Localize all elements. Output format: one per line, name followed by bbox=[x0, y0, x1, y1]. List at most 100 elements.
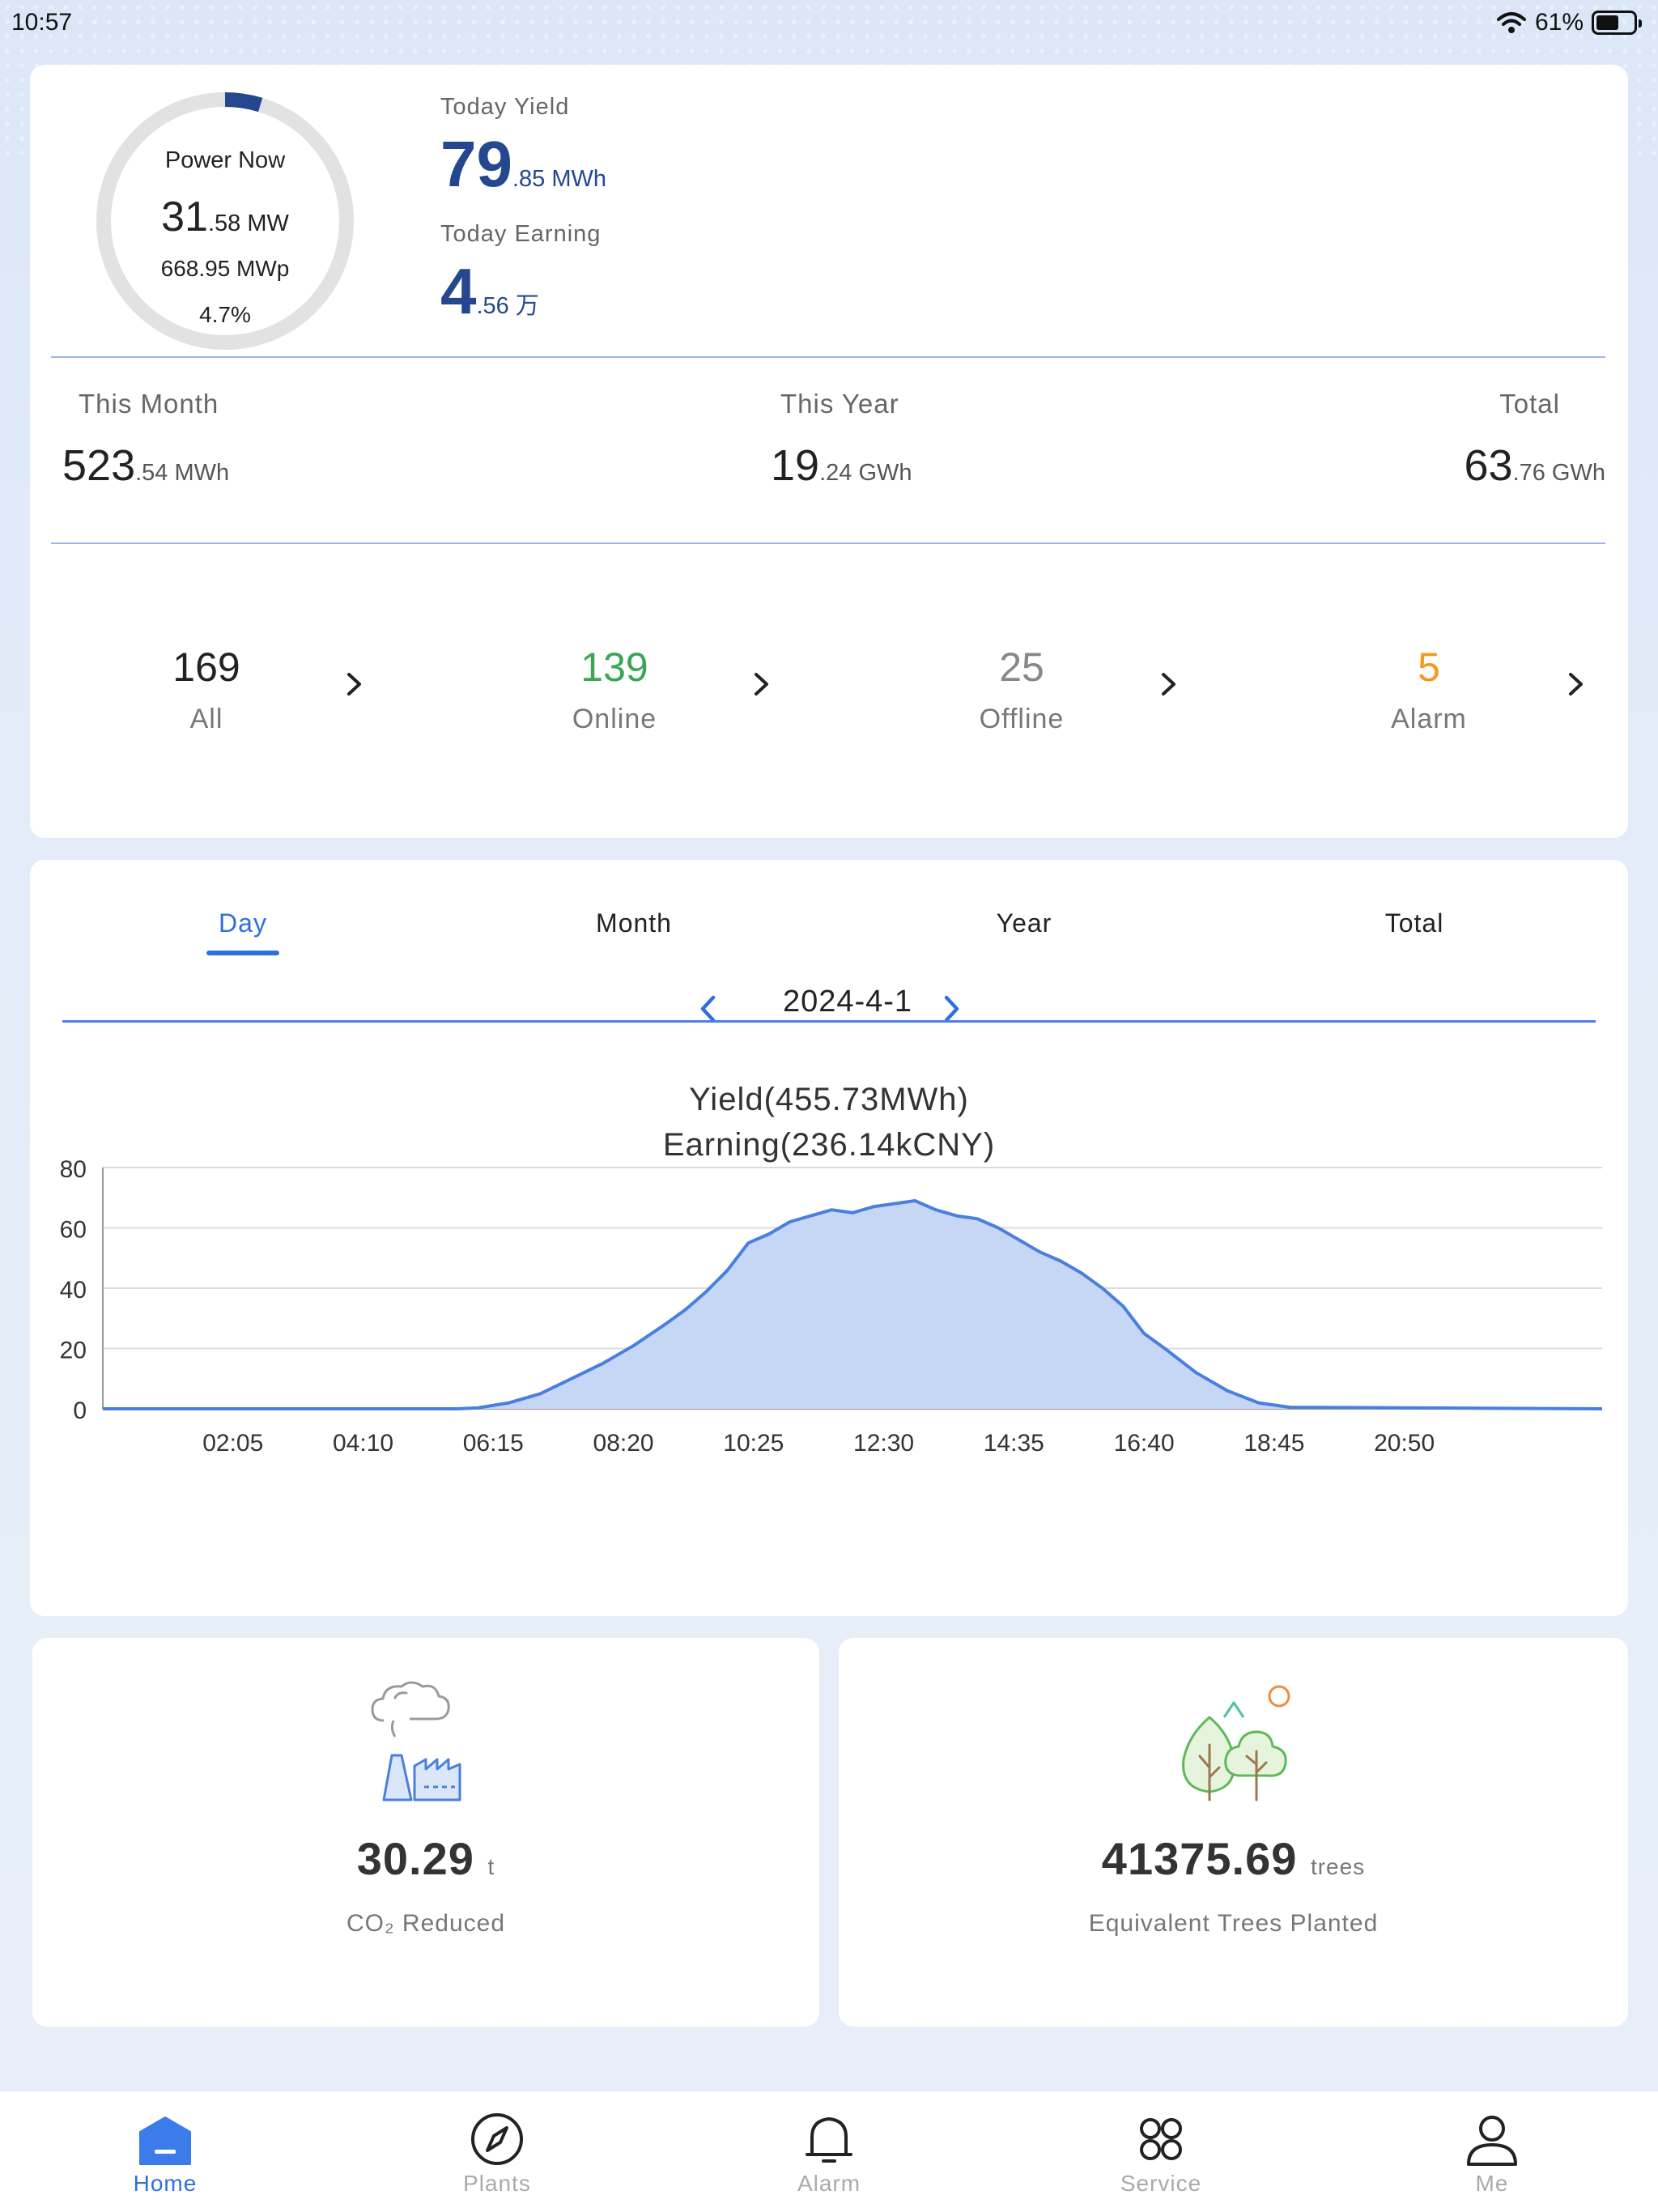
co2-value: 30.29 t bbox=[32, 1832, 819, 1885]
device-all-count: 169 bbox=[172, 644, 240, 690]
date-selector: 2024-4-1 bbox=[30, 973, 1628, 1038]
person-icon bbox=[1467, 2116, 1517, 2166]
device-offline[interactable]: 25 Offline bbox=[916, 644, 1127, 735]
device-all[interactable]: 169 All bbox=[101, 644, 312, 735]
chevron-right-icon[interactable] bbox=[1559, 668, 1592, 700]
x-tick-label: 18:45 bbox=[1244, 1430, 1304, 1457]
active-tab-indicator bbox=[206, 951, 279, 955]
x-tick-label: 14:35 bbox=[984, 1430, 1044, 1457]
tab-total[interactable]: Total bbox=[1384, 908, 1444, 938]
today-earning-label: Today Earning bbox=[440, 221, 602, 247]
factory-cloud-icon bbox=[371, 1681, 461, 1802]
total-value: 63.76 GWh bbox=[1464, 440, 1605, 491]
summary-divider-top bbox=[51, 356, 1605, 358]
power-now-label: Power Now bbox=[164, 147, 286, 173]
period-tabs: Day Month Year Total bbox=[30, 908, 1628, 949]
device-online-count: 139 bbox=[580, 644, 648, 690]
tab-alarm[interactable]: Alarm bbox=[748, 2111, 910, 2197]
battery-level bbox=[1596, 15, 1618, 30]
chevron-right-icon[interactable] bbox=[745, 668, 777, 700]
yield-area-chart: 0 20 40 60 80 02:05 04:10 06:15 08:20 10:25 12:30 1… bbox=[60, 1156, 1603, 1457]
status-bar: 10:57 61% bbox=[0, 0, 1658, 45]
trees-number: 41375.69 bbox=[1101, 1833, 1298, 1884]
installed-capacity: 668.95 MWp bbox=[160, 256, 290, 281]
device-alarm-count: 5 bbox=[1418, 644, 1440, 690]
total-dec: .76 GWh bbox=[1512, 460, 1605, 486]
chevron-right-icon[interactable] bbox=[937, 993, 966, 1025]
this-year-label: This Year bbox=[780, 389, 899, 419]
bottom-tab-bar: Home Plants Alarm Service Me bbox=[0, 2091, 1658, 2212]
co2-label: CO₂ Reduced bbox=[346, 1910, 506, 1937]
chevron-right-icon[interactable] bbox=[1152, 668, 1184, 700]
today-yield-label: Today Yield bbox=[440, 94, 570, 120]
device-offline-label: Offline bbox=[979, 704, 1065, 734]
y-tick-label: 60 bbox=[60, 1217, 87, 1244]
service-grid-icon bbox=[1140, 2118, 1182, 2160]
home-icon bbox=[139, 2116, 191, 2165]
x-tick-label: 04:10 bbox=[333, 1430, 393, 1457]
tab-plants-label: Plants bbox=[463, 2171, 531, 2196]
co2-number: 30.29 bbox=[356, 1833, 474, 1884]
tab-month[interactable]: Month bbox=[596, 908, 672, 938]
device-online-label: Online bbox=[572, 704, 657, 734]
this-year-value: 19.24 GWh bbox=[771, 440, 912, 491]
this-month-value: 523.54 MWh bbox=[62, 440, 229, 491]
x-tick-label: 06:15 bbox=[463, 1430, 524, 1457]
power-ring-gauge bbox=[96, 92, 354, 350]
tab-year[interactable]: Year bbox=[996, 908, 1052, 938]
today-block: Today Yield 79.85 MWh Today Earning 4.56… bbox=[440, 94, 606, 324]
tab-home-label: Home bbox=[133, 2171, 198, 2196]
tab-service[interactable]: Service bbox=[1080, 2111, 1242, 2197]
this-year-int: 19 bbox=[771, 441, 820, 490]
this-month-dec: .54 MWh bbox=[135, 460, 230, 486]
today-earning-int: 4 bbox=[440, 255, 477, 327]
trees-icon bbox=[1181, 1685, 1290, 1802]
today-earning-dec: .56 万 bbox=[476, 293, 539, 319]
status-indicators: 61% bbox=[1496, 9, 1642, 36]
this-year-dec: .24 GWh bbox=[819, 460, 912, 486]
stat-this-year: This Year 19.24 GWh bbox=[771, 389, 912, 491]
device-offline-count: 25 bbox=[999, 644, 1044, 690]
device-alarm-label: Alarm bbox=[1391, 704, 1467, 734]
status-time: 10:57 bbox=[11, 9, 73, 36]
y-tick-label: 20 bbox=[60, 1338, 87, 1364]
chevron-left-icon[interactable] bbox=[694, 993, 723, 1025]
compass-icon bbox=[471, 2113, 523, 2165]
tab-service-label: Service bbox=[1120, 2171, 1202, 2196]
summary-card: Power Now 31.58 MW 668.95 MWp 4.7% Today… bbox=[30, 65, 1628, 838]
chevron-right-icon[interactable] bbox=[338, 668, 370, 700]
co2-unit: t bbox=[487, 1854, 495, 1879]
device-alarm[interactable]: 5 Alarm bbox=[1324, 644, 1534, 735]
current-date[interactable]: 2024-4-1 bbox=[782, 985, 913, 1019]
today-yield-value: 79.85 MWh bbox=[440, 132, 606, 197]
tab-plants[interactable]: Plants bbox=[416, 2111, 578, 2197]
ring-progress bbox=[96, 92, 354, 350]
battery-icon bbox=[1592, 11, 1642, 35]
tab-me[interactable]: Me bbox=[1411, 2111, 1573, 2197]
trees-card: 41375.69 trees Equivalent Trees Planted bbox=[839, 1638, 1628, 2027]
tab-home[interactable]: Home bbox=[84, 2111, 246, 2197]
total-label: Total bbox=[1499, 389, 1560, 419]
device-online[interactable]: 139 Online bbox=[509, 644, 720, 735]
trees-value: 41375.69 trees bbox=[839, 1832, 1628, 1885]
bell-icon bbox=[806, 2117, 852, 2163]
stat-this-month: This Month 523.54 MWh bbox=[62, 389, 229, 491]
x-tick-label: 16:40 bbox=[1114, 1430, 1175, 1457]
x-tick-label: 02:05 bbox=[202, 1430, 263, 1457]
total-int: 63 bbox=[1464, 441, 1513, 490]
x-tick-label: 08:20 bbox=[593, 1430, 654, 1457]
x-tick-label: 12:30 bbox=[853, 1430, 914, 1457]
co2-card: 30.29 t CO₂ Reduced bbox=[32, 1638, 819, 2027]
x-tick-label: 10:25 bbox=[723, 1430, 784, 1457]
power-now-value: 31.58 MW bbox=[91, 193, 359, 241]
x-tick-label: 20:50 bbox=[1374, 1430, 1435, 1457]
device-all-label: All bbox=[189, 704, 223, 734]
chart-title-earning: Earning(236.14kCNY) bbox=[662, 1127, 996, 1163]
date-divider bbox=[62, 1020, 1596, 1023]
tab-day[interactable]: Day bbox=[219, 908, 267, 938]
yield-area-fill bbox=[103, 1201, 1602, 1409]
y-tick-label: 80 bbox=[60, 1156, 87, 1183]
yield-line bbox=[103, 1199, 1603, 1410]
today-earning-value: 4.56 万 bbox=[440, 259, 606, 324]
trees-label: Equivalent Trees Planted bbox=[1088, 1910, 1379, 1937]
